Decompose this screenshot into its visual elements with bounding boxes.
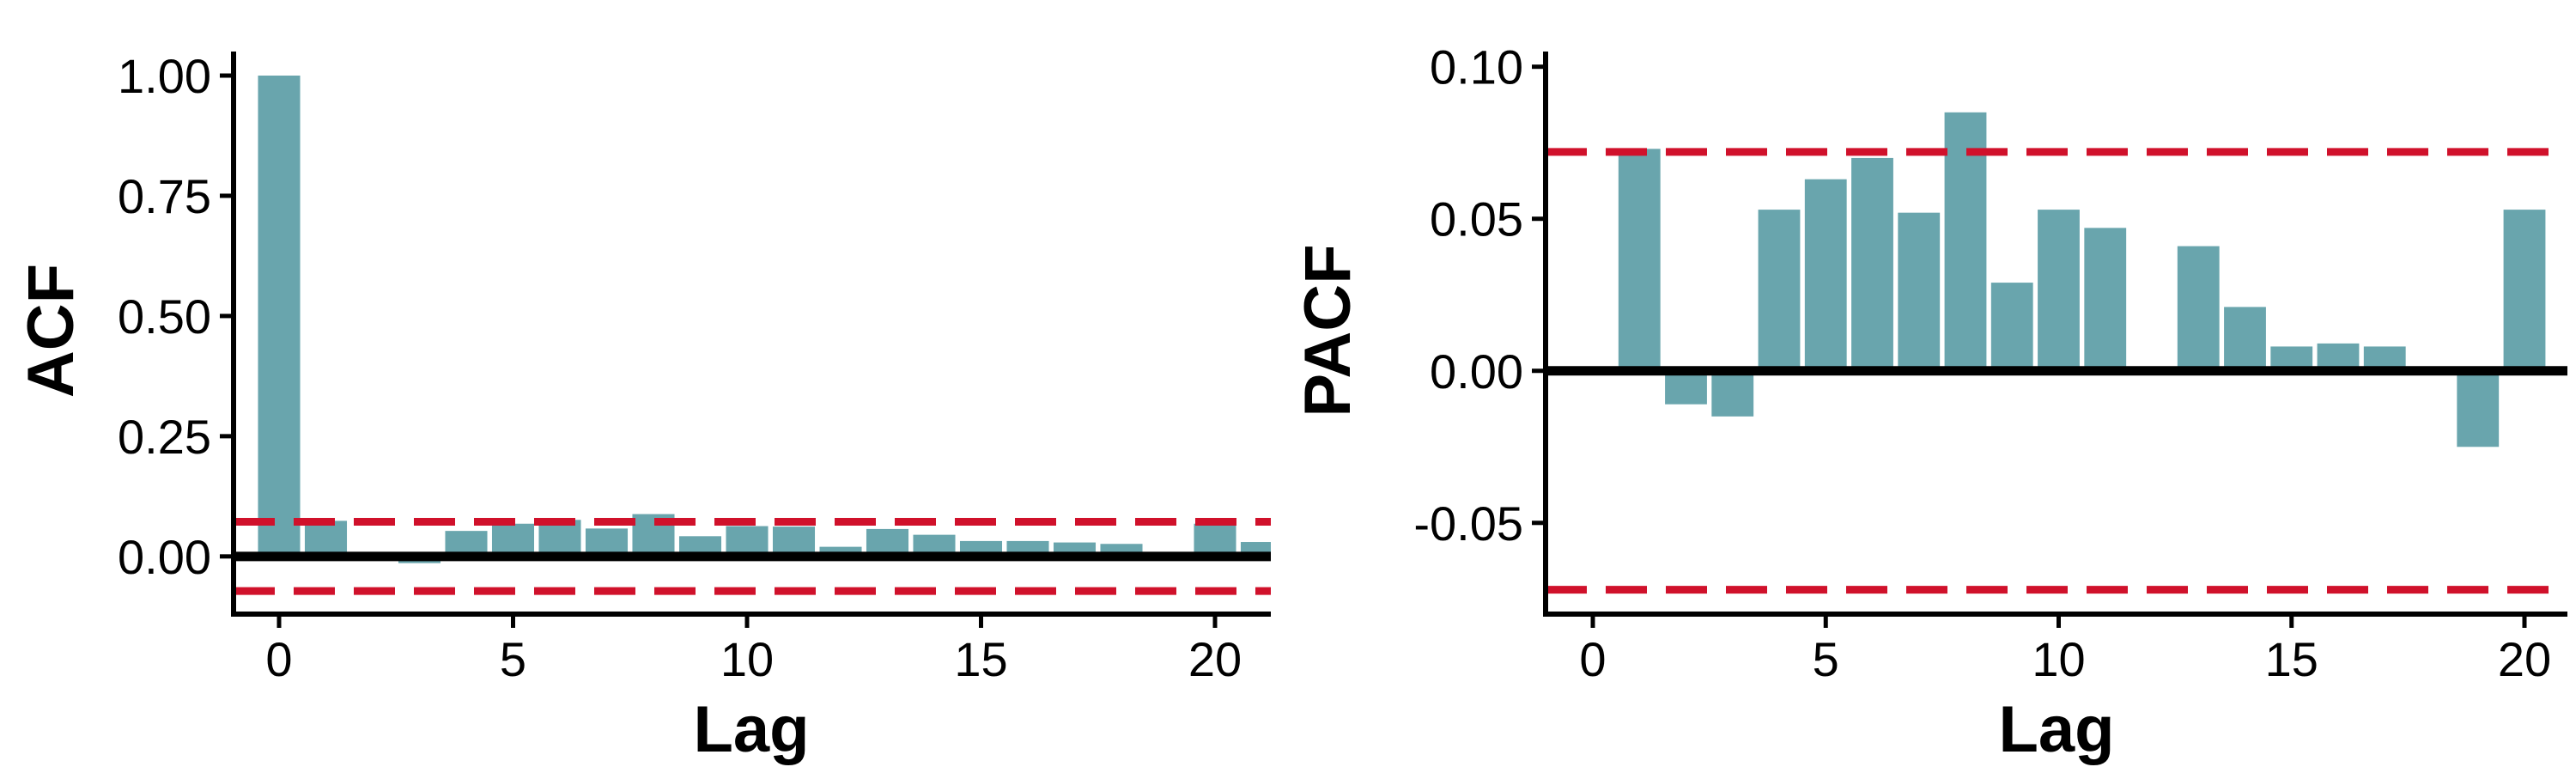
acf-y-tick-label: 1.00 [118,49,211,103]
pacf-y-axis-title: PACF [1291,244,1364,417]
pacf-y-tick-label: -0.05 [1413,496,1523,551]
acf-plot-area [234,75,1271,595]
pacf-panel: PACF Lag -0.05 0.00 0.05 0.10 0 5 10 15 20 [1291,40,2567,766]
acf-bar-lag-6 [538,520,581,557]
acf-bar-lag-9 [678,536,722,557]
pacf-bar-lag-2 [1665,370,1707,405]
acf-bar-lag-10 [726,526,769,557]
pacf-bar-lag-1 [1618,149,1661,371]
pacf-bar-lag-20 [2503,210,2546,371]
pacf-x-tick-label: 10 [2032,632,2085,686]
acf-x-tick-label: 5 [500,632,526,686]
pacf-bar-lag-7 [1898,212,1941,371]
pacf-bar-lag-14 [2224,307,2266,371]
acf-y-tick-label: 0.75 [118,169,211,223]
pacf-bar-lag-3 [1711,370,1754,417]
pacf-y-tick-label: 0.00 [1430,344,1523,399]
pacf-y-tick-label: 0.10 [1430,40,1523,94]
pacf-bar-lag-10 [2038,210,2080,371]
pacf-bar-lag-6 [1851,157,1893,371]
pacf-bar-lag-11 [2084,228,2127,371]
acf-panel: ACF Lag 0.00 0.25 0.50 0.75 1.00 0 5 10 15 20 [15,49,1271,766]
acf-x-axis-title: Lag [693,693,809,766]
pacf-bar-lag-5 [1804,179,1847,371]
pacf-x-axis-title: Lag [1998,693,2114,766]
acf-bar-lag-11 [772,526,816,557]
pacf-plot-area [1546,112,2567,594]
pacf-bar-lag-13 [2177,246,2220,371]
acf-bar-lag-5 [491,523,535,557]
acf-x-tick-label: 15 [954,632,1007,686]
pacf-x-tick-label: 5 [1813,632,1839,686]
pacf-x-tick-label: 15 [2265,632,2318,686]
acf-bar-lag-1 [304,520,348,557]
pacf-x-tick-label: 0 [1579,632,1606,686]
acf-y-tick-label: 0.50 [118,289,211,344]
pacf-bar-lag-4 [1758,210,1801,371]
acf-y-axis-title: ACF [15,264,88,398]
acf-bar-lag-12 [819,546,862,557]
acf-y-tick-label: 0.00 [118,530,211,584]
acf-bar-lag-0 [258,75,301,557]
pacf-bar-lag-9 [1990,283,2033,371]
acf-y-tick-label: 0.25 [118,410,211,464]
pacf-x-tick-label: 20 [2498,632,2551,686]
pacf-bar-lag-19 [2457,370,2500,447]
acf-x-tick-label: 0 [265,632,292,686]
acf-bar-lag-20 [1194,523,1236,557]
acf-x-tick-label: 10 [720,632,774,686]
pacf-y-tick-label: 0.05 [1430,192,1523,247]
acf-x-tick-label: 20 [1188,632,1242,686]
